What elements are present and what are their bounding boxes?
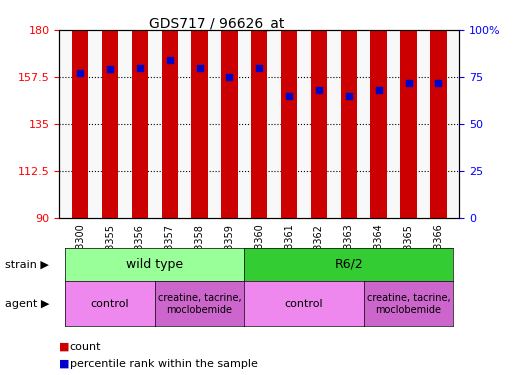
- Bar: [221, 0, 238, 217]
- Point: [225, 74, 234, 80]
- Bar: [370, 180, 387, 375]
- Bar: [400, 149, 417, 375]
- Bar: [341, 24, 357, 217]
- Text: wild type: wild type: [126, 258, 183, 271]
- Point: [375, 87, 383, 93]
- Bar: [430, 0, 446, 217]
- Text: ■: ■: [59, 359, 70, 369]
- Point: [315, 87, 323, 93]
- Bar: [370, 0, 387, 217]
- Bar: [281, 18, 297, 217]
- Bar: [341, 211, 357, 375]
- Text: creatine, tacrine,
moclobemide: creatine, tacrine, moclobemide: [158, 293, 241, 315]
- Bar: [162, 34, 178, 375]
- Point: [405, 80, 413, 86]
- Bar: [311, 5, 327, 217]
- Point: [196, 64, 204, 70]
- Text: control: control: [285, 299, 324, 309]
- Bar: [251, 107, 267, 375]
- Bar: [430, 151, 446, 375]
- Text: R6/2: R6/2: [334, 258, 363, 271]
- Point: [136, 64, 144, 70]
- Point: [255, 64, 264, 70]
- Point: [345, 93, 353, 99]
- Text: agent ▶: agent ▶: [5, 299, 50, 309]
- Point: [106, 66, 114, 72]
- Bar: [251, 0, 267, 217]
- Bar: [72, 0, 88, 217]
- Text: GDS717 / 96626_at: GDS717 / 96626_at: [149, 17, 284, 31]
- Bar: [400, 0, 417, 217]
- Text: strain ▶: strain ▶: [5, 260, 49, 269]
- Bar: [132, 117, 148, 375]
- Bar: [191, 103, 208, 375]
- Bar: [72, 132, 88, 375]
- Bar: [221, 140, 238, 375]
- Bar: [281, 205, 297, 375]
- Point: [434, 80, 443, 86]
- Bar: [311, 192, 327, 375]
- Bar: [102, 132, 118, 375]
- Point: [166, 57, 174, 63]
- Text: control: control: [91, 299, 130, 309]
- Text: creatine, tacrine,
moclobemide: creatine, tacrine, moclobemide: [367, 293, 450, 315]
- Text: percentile rank within the sample: percentile rank within the sample: [70, 359, 257, 369]
- Text: count: count: [70, 342, 101, 352]
- Point: [76, 70, 84, 76]
- Bar: [132, 0, 148, 217]
- Bar: [162, 0, 178, 217]
- Point: [285, 93, 293, 99]
- Bar: [191, 0, 208, 217]
- Bar: [102, 0, 118, 217]
- Text: ■: ■: [59, 342, 70, 352]
